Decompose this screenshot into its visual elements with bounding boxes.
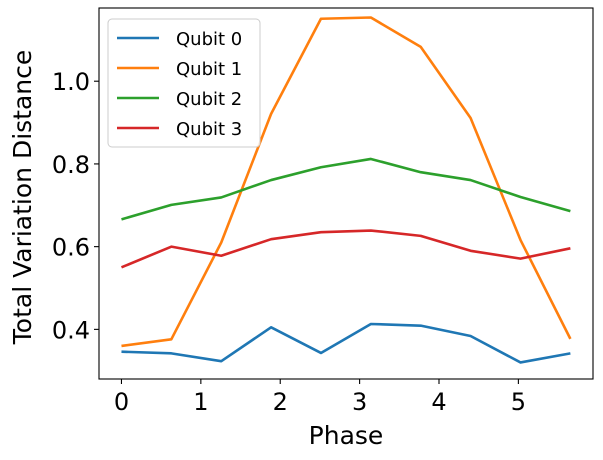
series-line-qubit-0 — [121, 322, 571, 364]
x-tick-label: 0 — [114, 388, 129, 416]
x-axis-label: Phase — [309, 421, 384, 450]
x-tick-label: 3 — [352, 388, 367, 416]
legend-label-qubit-1: Qubit 1 — [176, 59, 242, 80]
legend-box — [107, 18, 261, 148]
axes-frame — [98, 7, 594, 380]
x-tick-label: 2 — [273, 388, 288, 416]
series-line-qubit-3 — [120, 229, 571, 269]
x-tick-label: 1 — [193, 388, 208, 416]
y-tick-label: 0.6 — [52, 234, 90, 262]
x-tick-label: 5 — [511, 388, 526, 416]
y-tick-label: 0.4 — [52, 316, 90, 344]
x-tick-label: 4 — [431, 388, 446, 416]
legend-label-qubit-2: Qubit 2 — [176, 89, 242, 110]
series-line-qubit-1 — [121, 16, 572, 348]
legend-label-qubit-0: Qubit 0 — [176, 29, 242, 50]
series-line-qubit-2 — [121, 157, 571, 221]
y-axis-label: Total Variation Distance — [8, 50, 37, 346]
plot-area — [120, 16, 572, 364]
y-tick-label: 1.0 — [52, 68, 90, 96]
legend: Qubit 0 Qubit 1 Qubit 2 Qubit 3 — [107, 18, 261, 148]
legend-label-qubit-3: Qubit 3 — [176, 119, 242, 140]
axes: 0 1 2 3 4 5 0.4 0.6 0.8 1.0 — [52, 7, 594, 416]
y-tick-label: 0.8 — [52, 151, 90, 179]
